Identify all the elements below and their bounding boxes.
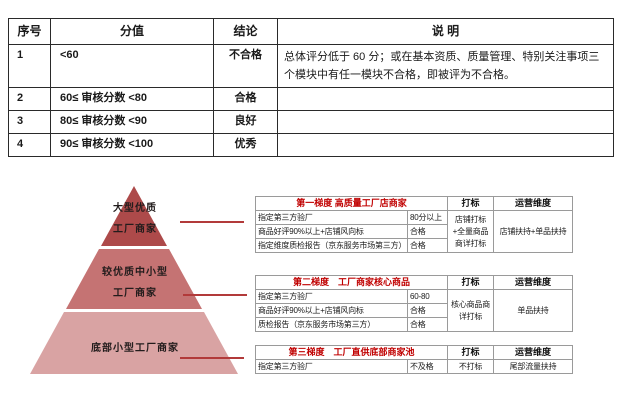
tier1-title: 第一梯度 高质量工厂店商家: [254, 196, 449, 211]
pyramid-tier-top-label: 大型优质 工厂商家: [30, 198, 240, 240]
ops-col-header: 运营维度: [493, 345, 574, 360]
cell-score: 不及格: [406, 359, 449, 374]
table-row: 指定维度质检报告（京东服务市场第三方） 合格: [255, 238, 573, 253]
connector-line-tier1: [180, 221, 244, 223]
cell-no: 3: [8, 110, 51, 134]
table-row: 4 90≤ 审核分数 <100 优秀: [8, 133, 614, 157]
connector-line-tier3: [180, 357, 244, 359]
cell-score: 80分以上: [406, 210, 449, 225]
cell-mark: 店铺打标+全量商品商详打标: [447, 210, 495, 253]
cell-note: 总体评分低于 60 分；或在基本资质、质量管理、特别关注事项三个模块中有任一模块…: [277, 44, 614, 88]
cell-criteria: 指定第三方验厂: [255, 359, 408, 374]
cell-criteria: 质检报告（京东服务市场第三方）: [255, 317, 408, 332]
merchant-tier-pyramid: 大型优质 工厂商家 较优质中小型 工厂商家 底部小型工厂商家: [30, 186, 240, 376]
cell-no: 1: [8, 44, 51, 88]
cell-score-range: 90≤ 审核分数 <100: [50, 133, 214, 157]
tier1-policy-table: 第一梯度 高质量工厂店商家 打标 运营维度 指定第三方验厂 80分以上 店铺打标…: [254, 196, 574, 253]
cell-score-range: 80≤ 审核分数 <90: [50, 110, 214, 134]
cell-criteria: 指定第三方验厂: [255, 289, 408, 304]
table-row: 2 60≤ 审核分数 <80 合格: [8, 87, 614, 111]
label-line: 工厂商家: [113, 288, 157, 299]
col-header-note: 说 明: [277, 18, 614, 45]
tier2-title: 第二梯度 工厂商家核心商品: [254, 275, 449, 290]
cell-score-range: <60: [50, 44, 214, 88]
cell-score: 合格: [406, 317, 449, 332]
cell-mark: 核心商品商详打标: [447, 289, 495, 332]
mark-col-header: 打标: [447, 345, 495, 360]
cell-conclusion: 优秀: [213, 133, 278, 157]
tier3-policy-table: 第三梯度 工厂直供底部商家池 打标 运营维度 指定第三方验厂 不及格 不打标 尾…: [254, 345, 574, 374]
cell-ops: 单品扶持: [493, 289, 574, 332]
cell-note: [277, 133, 614, 157]
table-header-row: 第三梯度 工厂直供底部商家池 打标 运营维度: [254, 345, 574, 360]
table-row: 指定第三方验厂 80分以上 店铺打标+全量商品商详打标 店铺扶持+单品扶持: [255, 210, 574, 253]
ops-col-header: 运营维度: [493, 275, 574, 290]
cell-note: [277, 87, 614, 111]
col-header-no: 序号: [8, 18, 51, 45]
cell-criteria: 商品好评90%以上+店铺风向标: [255, 303, 408, 318]
cell-criteria: 指定维度质检报告（京东服务市场第三方）: [255, 238, 408, 253]
table-header-row: 第二梯度 工厂商家核心商品 打标 运营维度: [254, 275, 574, 290]
cell-ops: 尾部流量扶持: [493, 359, 574, 374]
score-grading-table: 序号 分值 结论 说 明 1 <60 不合格 总体评分低于 60 分；或在基本资…: [8, 18, 614, 157]
cell-score: 合格: [406, 238, 449, 253]
cell-conclusion: 良好: [213, 110, 278, 134]
table-row: 指定第三方验厂 60-80 核心商品商详打标 单品扶持: [255, 289, 574, 332]
table-row: 1 <60 不合格 总体评分低于 60 分；或在基本资质、质量管理、特别关注事项…: [8, 44, 614, 88]
pyramid-tier-bottom-label: 底部小型工厂商家: [30, 338, 240, 359]
table-row: 3 80≤ 审核分数 <90 良好: [8, 110, 614, 134]
tier3-title: 第三梯度 工厂直供底部商家池: [254, 345, 449, 360]
mark-col-header: 打标: [447, 196, 495, 211]
cell-score: 60-80: [406, 289, 449, 304]
label-line: 大型优质: [113, 203, 157, 214]
cell-score: 合格: [406, 224, 449, 239]
cell-score: 合格: [406, 303, 449, 318]
tier2-policy-table: 第二梯度 工厂商家核心商品 打标 运营维度 指定第三方验厂 60-80 核心商品…: [254, 275, 574, 332]
cell-conclusion: 不合格: [213, 44, 278, 88]
table-row: 质检报告（京东服务市场第三方） 合格: [255, 317, 573, 332]
cell-ops: 店铺扶持+单品扶持: [493, 210, 574, 253]
pyramid-tier-bottom: [30, 312, 238, 374]
col-header-score: 分值: [50, 18, 214, 45]
label-line: 工厂商家: [113, 224, 157, 235]
table-row: 指定第三方验厂 不及格 不打标 尾部流量扶持: [255, 359, 574, 374]
label-line: 底部小型工厂商家: [91, 343, 179, 354]
cell-criteria: 指定第三方验厂: [255, 210, 408, 225]
label-line: 较优质中小型: [102, 267, 168, 278]
pyramid-tier-middle-label: 较优质中小型 工厂商家: [30, 262, 240, 304]
table-row: 商品好评90%以上+店铺风向标 合格: [255, 303, 573, 318]
mark-col-header: 打标: [447, 275, 495, 290]
connector-line-tier2: [183, 294, 247, 296]
cell-no: 4: [8, 133, 51, 157]
cell-score-range: 60≤ 审核分数 <80: [50, 87, 214, 111]
cell-no: 2: [8, 87, 51, 111]
cell-mark: 不打标: [447, 359, 495, 374]
table-header-row: 序号 分值 结论 说 明: [8, 18, 614, 45]
ops-col-header: 运营维度: [493, 196, 574, 211]
cell-criteria: 商品好评90%以上+店铺风向标: [255, 224, 408, 239]
col-header-conclusion: 结论: [213, 18, 278, 45]
cell-conclusion: 合格: [213, 87, 278, 111]
cell-note: [277, 110, 614, 134]
table-header-row: 第一梯度 高质量工厂店商家 打标 运营维度: [254, 196, 574, 211]
